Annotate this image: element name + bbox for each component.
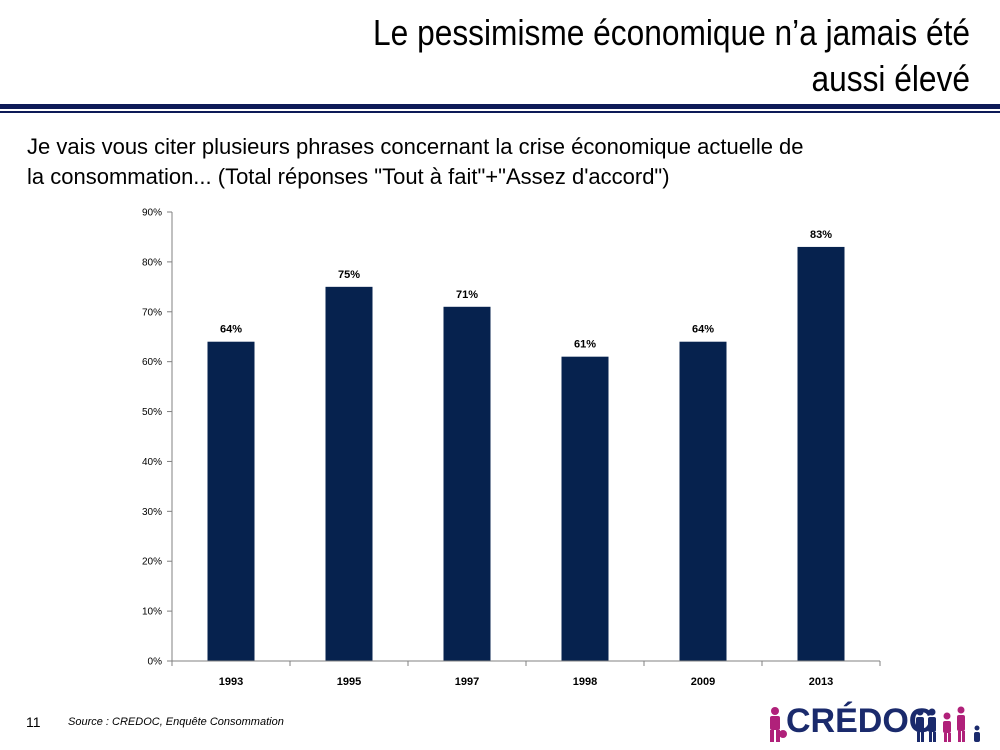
y-tick-label: 0% bbox=[148, 657, 163, 668]
credoc-logo: CRÉDOC bbox=[766, 702, 986, 744]
data-label-2013: 83% bbox=[810, 229, 832, 241]
bars-group: 64% 75% 71% 61% 64% 83% bbox=[207, 229, 845, 661]
bar-2009 bbox=[679, 341, 727, 661]
x-tick-label-1997: 1997 bbox=[455, 676, 479, 688]
logo-figure-icon bbox=[770, 707, 787, 742]
axes bbox=[171, 212, 881, 666]
logo-people-icon bbox=[916, 706, 980, 742]
x-tick-label-1998: 1998 bbox=[573, 676, 597, 688]
bar-1995 bbox=[325, 286, 373, 661]
x-tick-label-2009: 2009 bbox=[691, 676, 715, 688]
source-note: Source : CREDOC, Enquête Consommation bbox=[68, 716, 284, 728]
y-axis: 0% 10% 20% 30% 40% 50% 60% 70% 80% 90% bbox=[142, 208, 172, 668]
data-label-1998: 61% bbox=[574, 339, 596, 351]
question-text: Je vais vous citer plusieurs phrases con… bbox=[27, 132, 947, 192]
y-tick-label: 70% bbox=[142, 307, 162, 318]
y-tick-label: 30% bbox=[142, 507, 162, 518]
x-tick-label-2013: 2013 bbox=[809, 676, 833, 688]
bar-1993 bbox=[207, 341, 255, 661]
bar-1997 bbox=[443, 306, 491, 661]
y-tick-label: 40% bbox=[142, 457, 162, 468]
y-tick-label: 80% bbox=[142, 257, 162, 268]
question-line-1: Je vais vous citer plusieurs phrases con… bbox=[27, 134, 804, 159]
data-label-1995: 75% bbox=[338, 269, 360, 281]
title-divider-thick bbox=[0, 104, 1000, 109]
data-label-1993: 64% bbox=[220, 324, 242, 336]
page-number: 11 bbox=[26, 714, 41, 730]
x-tick-label-1995: 1995 bbox=[337, 676, 361, 688]
data-label-2009: 64% bbox=[692, 324, 714, 336]
x-tick-label-1993: 1993 bbox=[219, 676, 243, 688]
y-tick-label: 50% bbox=[142, 407, 162, 418]
y-tick-label: 90% bbox=[142, 208, 162, 219]
page-title-line-1: Le pessimisme économique n’a jamais été bbox=[373, 12, 970, 53]
logo-wordmark: CRÉDOC bbox=[786, 702, 934, 740]
y-tick-label: 60% bbox=[142, 357, 162, 368]
y-tick-label: 10% bbox=[142, 607, 162, 618]
question-line-2: la consommation... (Total réponses "Tout… bbox=[27, 164, 670, 189]
page-title-line-2: aussi élevé bbox=[811, 58, 970, 99]
y-tick-label: 20% bbox=[142, 557, 162, 568]
x-axis: 1993 1995 1997 1998 2009 2013 bbox=[219, 676, 833, 688]
page-title: Le pessimisme économique n’a jamais été … bbox=[301, 10, 970, 102]
data-label-1997: 71% bbox=[456, 289, 478, 301]
bar-1998 bbox=[561, 356, 609, 661]
title-divider-thin bbox=[0, 111, 1000, 113]
bar-2013 bbox=[797, 246, 845, 661]
